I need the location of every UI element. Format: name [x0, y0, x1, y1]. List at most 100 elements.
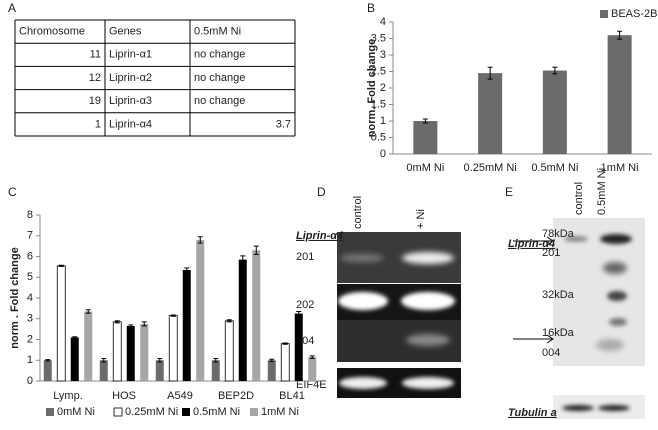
bar — [126, 326, 135, 381]
x-tick-label: BL41 — [279, 390, 305, 402]
x-tick-label: HOS — [112, 390, 136, 402]
panel-label: A — [8, 1, 16, 15]
table-cell: 11 — [90, 49, 101, 61]
table-header: Chromosome — [19, 26, 85, 38]
error-bar — [197, 236, 203, 244]
table-cell: Liprin-α1 — [109, 49, 152, 61]
error-bar — [269, 358, 275, 362]
gel-image — [337, 232, 461, 398]
bar — [84, 311, 93, 381]
y-tick-label: 2.5 — [371, 65, 386, 77]
table-cell: Liprin-α3 — [109, 95, 152, 107]
lane-label: 0.5mM Ni — [596, 168, 608, 215]
bar — [43, 360, 52, 381]
y-tick-label: 5 — [27, 271, 33, 283]
y-tick-label: 8 — [27, 209, 33, 221]
y-tick-label: 1 — [27, 354, 33, 366]
y-axis-label: norm. Fold change — [366, 39, 378, 137]
legend-swatch — [250, 408, 258, 416]
bar — [155, 360, 164, 381]
y-tick-label: 7 — [27, 230, 33, 242]
bar — [280, 343, 290, 382]
bar — [56, 265, 66, 382]
error-bar — [157, 358, 163, 363]
legend-label: 0mM Ni — [57, 406, 95, 418]
bar — [168, 315, 178, 382]
panel-label: D — [317, 185, 326, 199]
table-cell: 19 — [89, 95, 101, 107]
bar — [99, 360, 108, 381]
bar — [196, 239, 205, 381]
bar — [211, 360, 220, 381]
bar — [70, 337, 79, 381]
lane-label: + Ni — [415, 209, 427, 229]
table-header: Genes — [109, 26, 142, 38]
error-bar — [141, 321, 147, 327]
x-tick-label: Lymp. — [53, 390, 83, 402]
loading-label: Tubulin a — [508, 407, 557, 419]
error-bar — [184, 267, 190, 273]
legend-swatch — [182, 408, 190, 416]
error-bar — [114, 320, 120, 324]
error-bar — [487, 66, 493, 80]
legend-label: 1mM Ni — [261, 406, 299, 418]
bar — [238, 259, 247, 381]
y-tick-label: 4 — [380, 16, 386, 28]
panel-label: B — [367, 1, 375, 15]
x-tick-label: A549 — [167, 390, 193, 402]
y-tick-label: 0.5 — [371, 131, 386, 143]
error-bar — [72, 336, 78, 339]
table-cell: no change — [194, 49, 245, 61]
band-label: 004 — [542, 347, 560, 359]
bar — [542, 70, 567, 154]
y-tick-label: 0 — [27, 375, 33, 387]
band-label: 201 — [542, 247, 560, 259]
table-cell: Liprin-α4 — [109, 118, 152, 130]
error-bar — [422, 118, 428, 124]
lane-label: control — [352, 196, 364, 229]
x-tick-label: BEP2D — [218, 390, 254, 402]
error-bar — [552, 66, 558, 75]
legend-label: BEAS-2B — [611, 8, 657, 20]
marker-label: 78kDa — [542, 228, 575, 240]
legend-swatch — [113, 407, 123, 417]
legend-label: 0.25mM Ni — [125, 406, 178, 418]
error-bar — [282, 342, 288, 345]
bar — [140, 323, 149, 381]
y-tick-label: 2 — [380, 82, 386, 94]
table: Chromosome Genes 0.5mM Ni 11 Liprin-α1 no cha… — [14, 19, 296, 137]
bar — [607, 35, 632, 155]
error-bar — [617, 30, 623, 40]
x-tick-label: 0.5mM Ni — [531, 162, 578, 174]
table-cell: Liprin-α2 — [109, 72, 152, 84]
error-bar — [170, 314, 176, 317]
table-cell: no change — [194, 72, 245, 84]
error-bar — [213, 358, 219, 363]
bar — [294, 313, 303, 381]
y-tick-label: 1 — [380, 115, 386, 127]
bar — [112, 321, 122, 382]
bar — [224, 320, 234, 382]
table-cell: 1 — [95, 118, 101, 130]
lane-label: control — [573, 182, 585, 215]
error-bar — [85, 309, 91, 314]
y-tick-label: 6 — [27, 250, 33, 262]
legend-label: 0.5mM Ni — [193, 406, 240, 418]
panel-label: E — [505, 185, 513, 199]
y-tick-label: 1.5 — [371, 98, 386, 110]
y-tick-label: 3.5 — [371, 32, 386, 44]
error-bar — [45, 359, 51, 362]
error-bar — [226, 319, 232, 323]
x-tick-label: 1mM Ni — [601, 162, 639, 174]
table-header: 0.5mM Ni — [194, 26, 241, 38]
panel-label: C — [8, 185, 17, 199]
y-tick-label: 4 — [27, 292, 33, 304]
error-bar — [253, 245, 259, 255]
y-tick-label: 3 — [380, 49, 386, 61]
error-bar — [309, 355, 315, 359]
y-axis-label: norm . Fold change — [9, 247, 21, 348]
error-bar — [240, 255, 246, 264]
bar — [478, 73, 503, 154]
table-cell: no change — [194, 95, 245, 107]
